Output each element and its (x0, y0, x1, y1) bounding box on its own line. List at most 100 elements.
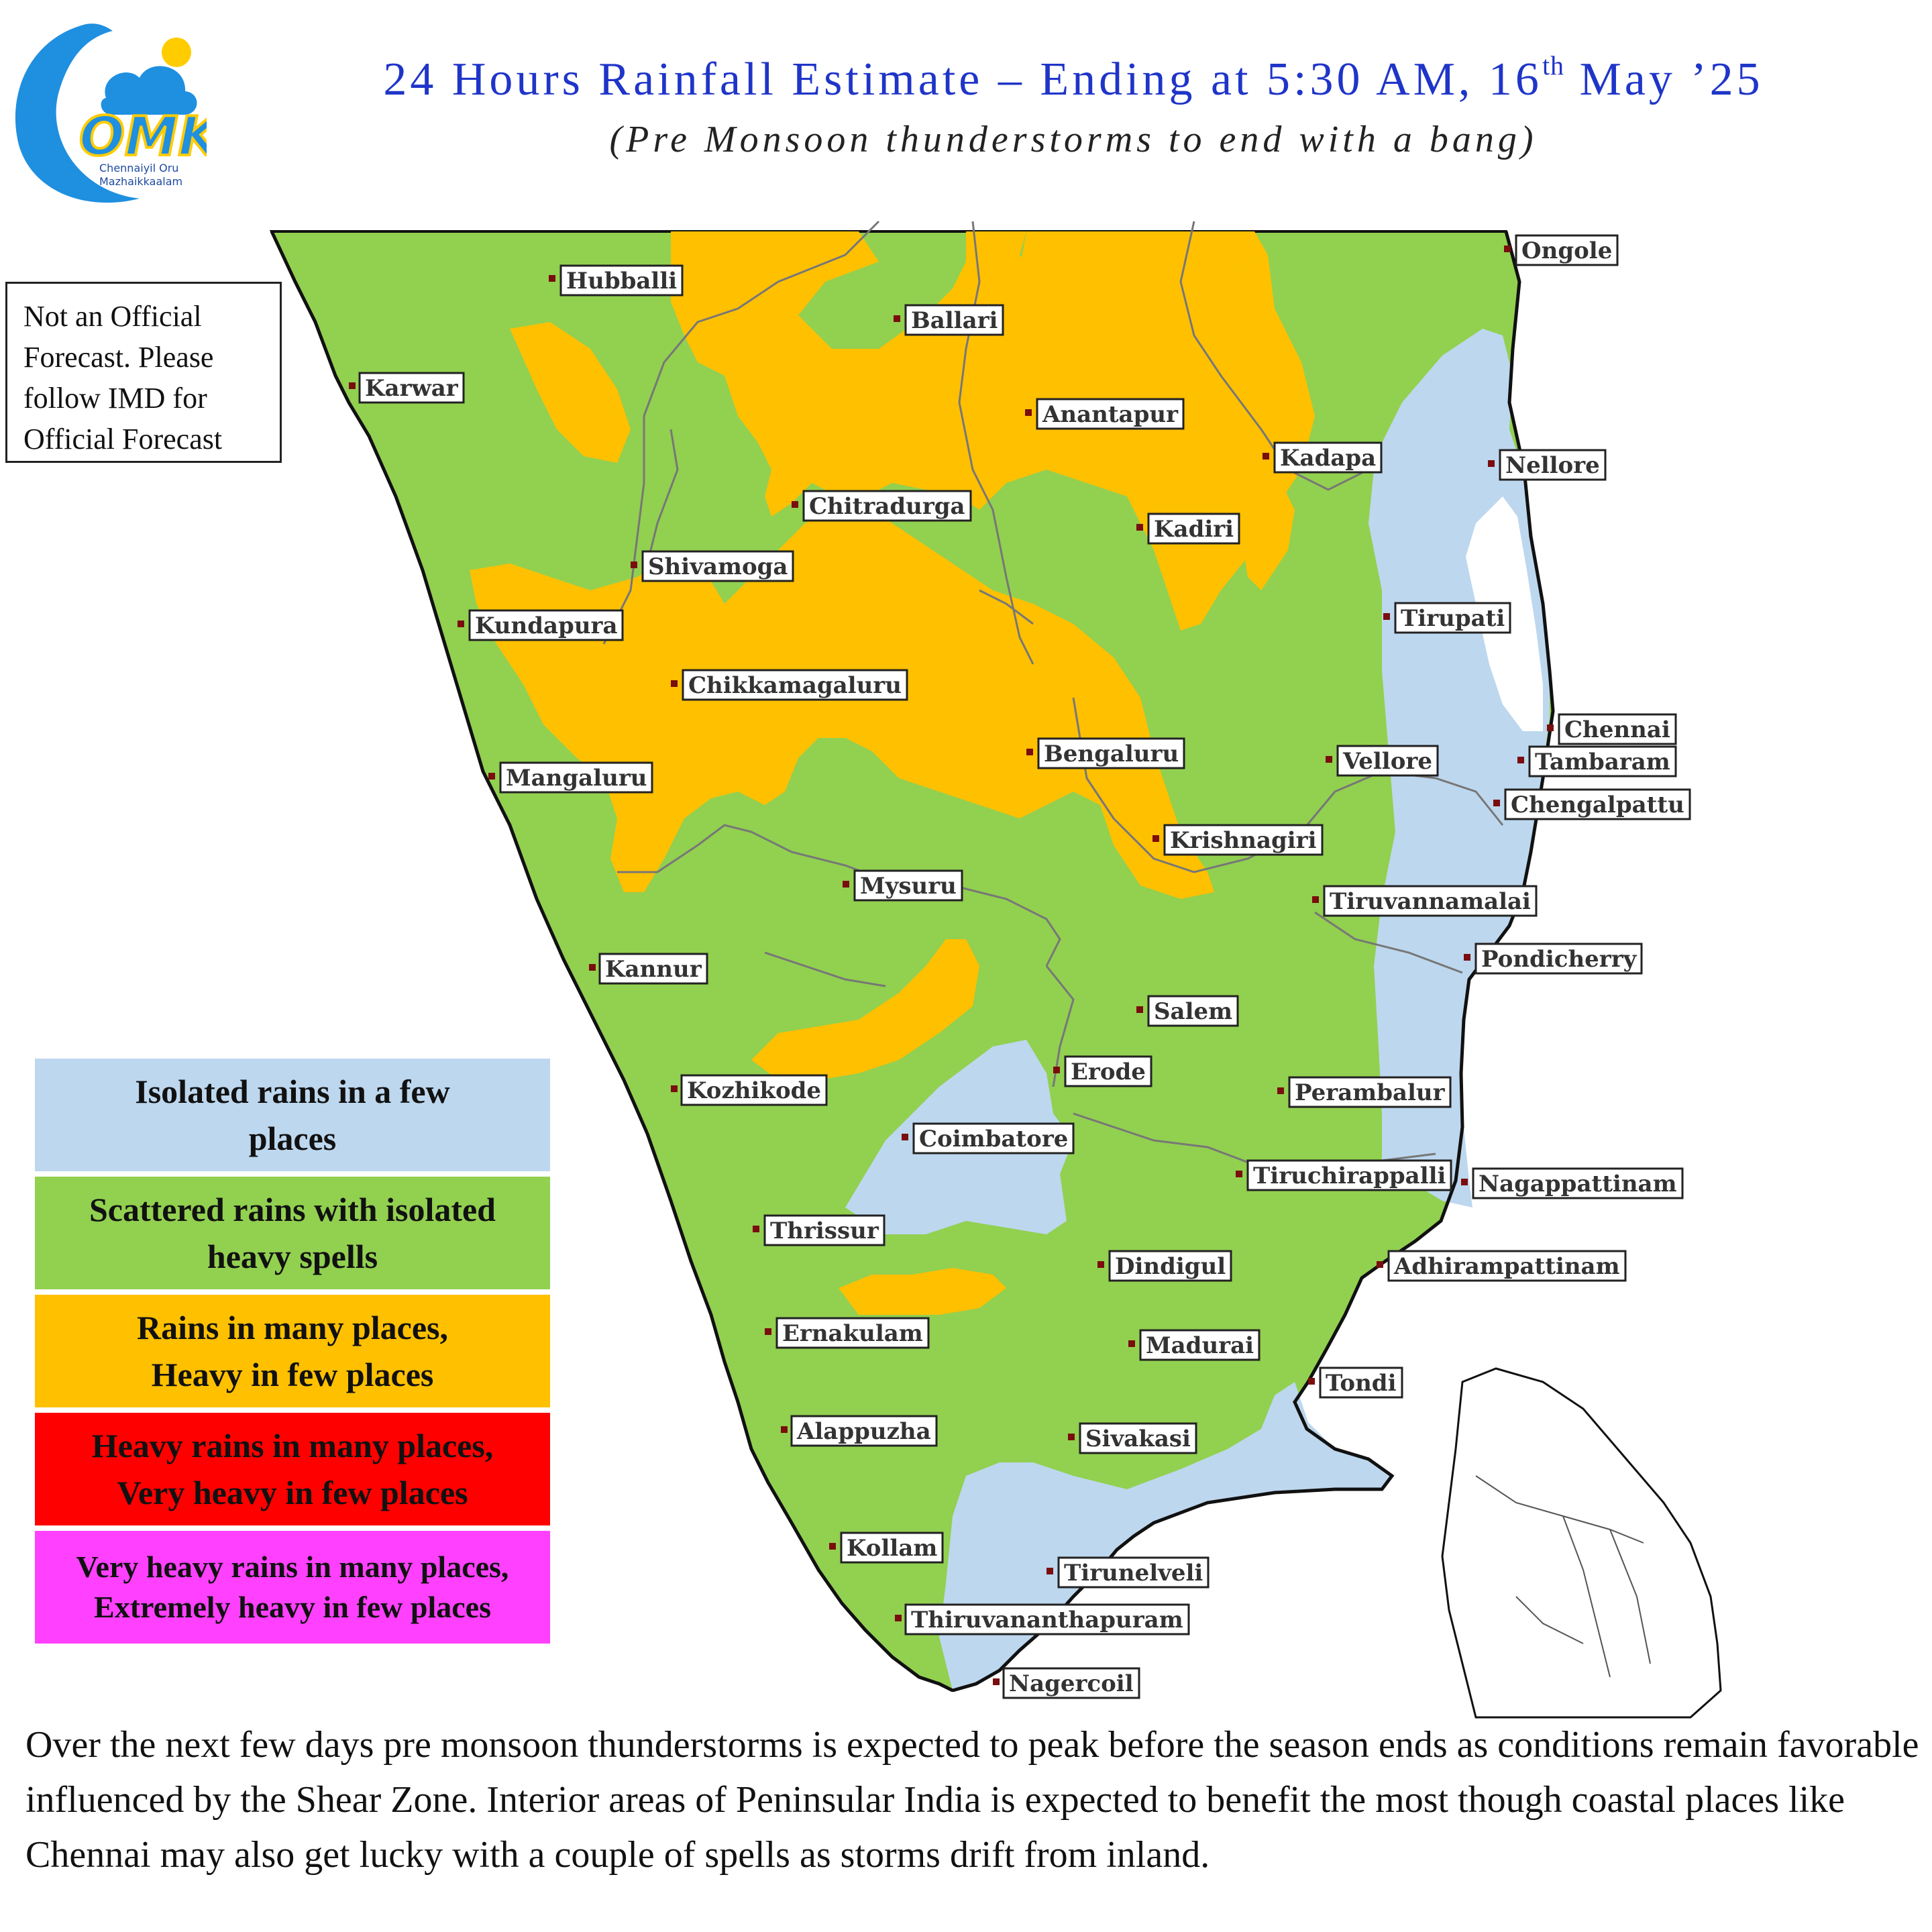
svg-text:Tambaram: Tambaram (1535, 749, 1670, 775)
city-hubballi: Hubballi (549, 264, 684, 297)
svg-text:Tirunelveli: Tirunelveli (1064, 1560, 1203, 1587)
omk-logo: OMK Chennaiyil Oru Mazhaikkaalam (15, 23, 207, 203)
legend-item-isolated: Isolated rains in a few places (35, 1059, 550, 1171)
svg-text:Perambalur: Perambalur (1295, 1079, 1446, 1106)
svg-text:Tirupati: Tirupati (1401, 605, 1505, 632)
city-kadapa: Kadapa (1263, 441, 1383, 474)
city-perambalur: Perambalur (1277, 1076, 1452, 1108)
city-shivamoga: Shivamoga (631, 550, 794, 582)
svg-text:Anantapur: Anantapur (1042, 401, 1179, 428)
city-adhirampattinam: Adhirampattinam (1377, 1250, 1627, 1282)
city-krishnagiri: Krishnagiri (1152, 824, 1324, 856)
sri-lanka-outline (1441, 1367, 1722, 1719)
svg-text:Kollam: Kollam (847, 1535, 937, 1562)
sri-lanka-lines (1475, 1475, 1651, 1678)
svg-text:Chengalpattu: Chengalpattu (1511, 792, 1684, 818)
svg-text:Nagappattinam: Nagappattinam (1479, 1171, 1677, 1197)
zone-rains-many-west (510, 322, 631, 463)
city-sivakasi: Sivakasi (1068, 1422, 1197, 1454)
svg-text:Ernakulam: Ernakulam (782, 1320, 923, 1347)
city-chitradurga: Chitradurga (792, 490, 972, 522)
city-mysuru: Mysuru (843, 869, 963, 902)
city-karwar: Karwar (349, 372, 465, 404)
city-tambaram: Tambaram (1517, 745, 1677, 777)
svg-text:Chennai: Chennai (1564, 716, 1670, 743)
city-kozhikode: Kozhikode (671, 1074, 828, 1106)
svg-text:Karwar: Karwar (365, 375, 459, 402)
svg-text:Chitradurga: Chitradurga (809, 493, 965, 520)
svg-text:Tondi: Tondi (1326, 1370, 1397, 1397)
city-kollam: Kollam (829, 1532, 944, 1564)
svg-text:Vellore: Vellore (1342, 748, 1432, 775)
zone-rains-many-central (470, 510, 1214, 899)
zone-rains-many-northeast (1020, 231, 1295, 590)
disclaimer-box: Not an Official Forecast. Please follow … (5, 282, 282, 463)
svg-text:Coimbatore: Coimbatore (919, 1126, 1068, 1152)
crescent-moon-shape (15, 23, 140, 203)
legend-item-heavy: Heavy rains in many places, Very heavy i… (35, 1413, 550, 1525)
city-nagappattinam: Nagappattinam (1461, 1167, 1684, 1199)
svg-text:Mazhaikkaalam: Mazhaikkaalam (99, 175, 182, 188)
svg-text:Tiruvannamalai: Tiruvannamalai (1330, 888, 1531, 915)
svg-text:Chikkamagaluru: Chikkamagaluru (688, 672, 902, 699)
city-ballari: Ballari (894, 304, 1004, 336)
boundary-lines (602, 220, 1504, 1169)
city-nagercoil: Nagercoil (993, 1667, 1140, 1699)
svg-text:Bengaluru: Bengaluru (1044, 741, 1179, 767)
svg-text:Krishnagiri: Krishnagiri (1170, 827, 1317, 854)
svg-text:Nellore: Nellore (1505, 452, 1600, 479)
sun-icon (162, 38, 191, 67)
page-subtitle: (Pre Monsoon thunderstorms to end with a… (609, 119, 1538, 160)
svg-text:Tiruchirappalli: Tiruchirappalli (1253, 1163, 1446, 1189)
coastline-east (952, 231, 1555, 1693)
city-ongole: Ongole (1504, 234, 1619, 266)
city-chennai: Chennai (1547, 713, 1677, 745)
svg-text:Dindigul: Dindigul (1115, 1253, 1226, 1280)
svg-text:Chennaiyil Oru: Chennaiyil Oru (99, 162, 178, 174)
city-ernakulam: Ernakulam (765, 1317, 930, 1349)
city-coimbatore: Coimbatore (902, 1122, 1075, 1155)
city-labels: Hubballi Ballari Ongole Karwar Anantapur… (349, 234, 1691, 1699)
legend-item-very-heavy: Very heavy rains in many places, Extreme… (35, 1531, 550, 1644)
svg-text:Ballari: Ballari (911, 307, 998, 334)
city-vellore: Vellore (1326, 745, 1439, 777)
city-tiruvannamalai: Tiruvannamalai (1312, 885, 1538, 917)
city-tondi: Tondi (1308, 1366, 1403, 1399)
svg-text:Thiruvananthapuram: Thiruvananthapuram (911, 1607, 1183, 1633)
city-salem: Salem (1136, 995, 1239, 1027)
svg-text:OMK: OMK (79, 105, 207, 168)
city-dindigul: Dindigul (1097, 1250, 1232, 1282)
coastline-west (270, 230, 954, 1693)
city-thiruvananthapuram: Thiruvananthapuram (895, 1603, 1190, 1635)
city-kannur: Kannur (589, 953, 708, 985)
city-thrissur: Thrissur (753, 1214, 885, 1246)
svg-text:Erode: Erode (1071, 1059, 1146, 1085)
city-alappuzha: Alappuzha (781, 1415, 938, 1447)
svg-text:Ongole: Ongole (1521, 237, 1612, 264)
cloud-icon (101, 66, 197, 115)
city-chengalpattu: Chengalpattu (1493, 788, 1691, 820)
svg-text:Sivakasi: Sivakasi (1085, 1426, 1191, 1452)
zone-rains-many-wayanad (751, 939, 979, 1080)
svg-text:Thrissur: Thrissur (770, 1218, 879, 1244)
svg-text:Pondicherry: Pondicherry (1481, 946, 1638, 973)
zone-rains-many-idukki (839, 1268, 1006, 1315)
svg-text:Kundapura: Kundapura (475, 612, 617, 639)
svg-text:Alappuzha: Alappuzha (796, 1418, 931, 1445)
city-erode: Erode (1053, 1055, 1152, 1087)
svg-text:Salem: Salem (1154, 998, 1232, 1025)
legend-item-scattered: Scattered rains with isolated heavy spel… (35, 1177, 550, 1289)
city-tirupati: Tirupati (1383, 602, 1511, 634)
page-title: 24 Hours Rainfall Estimate – Ending at 5… (383, 50, 1764, 105)
svg-text:Kadapa: Kadapa (1280, 445, 1376, 472)
legend-item-rains-many: Rains in many places, Heavy in few place… (35, 1295, 550, 1407)
city-nellore: Nellore (1488, 449, 1607, 481)
svg-text:Mangaluru: Mangaluru (506, 765, 647, 792)
forecast-description: Over the next few days pre monsoon thund… (25, 1724, 1919, 1876)
city-kundapura: Kundapura (458, 609, 624, 641)
city-mangaluru: Mangaluru (488, 761, 653, 794)
city-tirunelveli: Tirunelveli (1046, 1556, 1210, 1589)
svg-text:Adhirampattinam: Adhirampattinam (1393, 1253, 1620, 1280)
svg-text:Mysuru: Mysuru (860, 873, 957, 900)
